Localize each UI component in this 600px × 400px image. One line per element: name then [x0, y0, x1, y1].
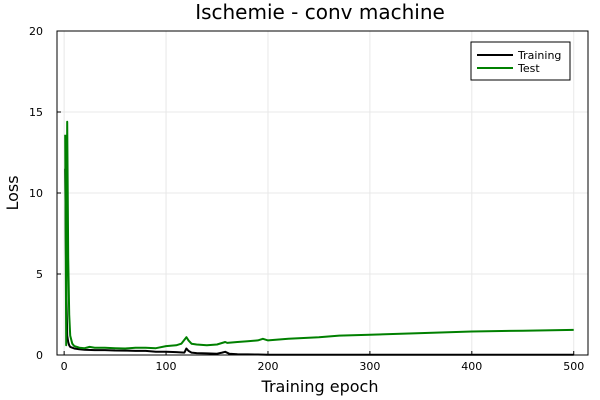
y-tick-label: 15: [29, 106, 43, 119]
x-axis-label: Training epoch: [261, 377, 379, 396]
y-tick-label: 0: [36, 349, 43, 362]
chart-title: Ischemie - conv machine: [195, 0, 445, 24]
x-tick-label: 400: [461, 360, 482, 373]
x-tick-label: 300: [359, 360, 380, 373]
legend: Training Test: [470, 41, 571, 81]
x-tick-label: 0: [61, 360, 68, 373]
y-tick-label: 20: [29, 25, 43, 38]
x-tick-label: 200: [257, 360, 278, 373]
legend-label-test: Test: [517, 62, 540, 75]
series-line-test: [64, 120, 574, 350]
y-tick-label: 5: [36, 268, 43, 281]
x-tick-label: 500: [563, 360, 584, 373]
y-axis-label: Loss: [3, 175, 22, 210]
y-tick-label: 10: [29, 187, 43, 200]
series-line-training: [64, 168, 574, 356]
legend-label-training: Training: [517, 49, 561, 62]
series-layer: [64, 120, 574, 356]
x-tick-label: 100: [156, 360, 177, 373]
tick-labels: 0 100 200 300 400 500 0 5 10 15 20: [29, 25, 584, 373]
legend-box: [470, 41, 571, 81]
